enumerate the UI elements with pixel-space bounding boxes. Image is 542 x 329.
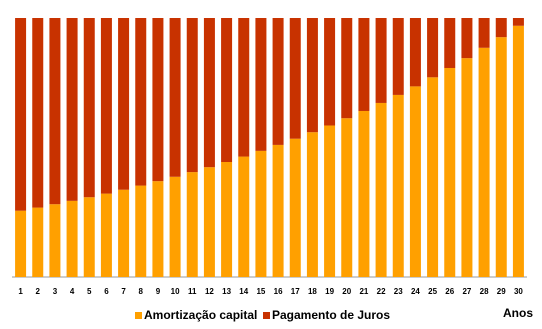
bar-segment [238,18,250,157]
bar-segment [15,210,27,277]
x-tick-label: 22 [377,287,386,296]
bar-segment [255,18,267,151]
x-axis-label: Anos [503,306,533,320]
x-tick-label: 4 [70,287,75,296]
bar-segment [135,185,147,277]
x-tick-label: 29 [497,287,506,296]
bar-segment [409,18,421,87]
bar-segment [272,144,284,277]
bar-segment [152,18,164,182]
x-tick-label: 14 [239,287,248,296]
bar-segment [427,18,439,78]
bar-segment [203,18,215,168]
bar-segment [375,102,387,278]
bar-segment [358,18,370,111]
bar-segment [118,189,130,277]
x-tick-label: 5 [87,287,92,296]
bar-segment [427,77,439,277]
bar-segment [203,167,215,277]
x-tick-label: 26 [445,287,454,296]
legend-swatch [263,312,270,319]
x-tick-label: 10 [171,287,180,296]
bar-segment [169,176,181,277]
bar-segment [32,207,44,277]
bar-segment [118,18,130,190]
bar-segment [221,18,233,163]
bar-segment [392,94,404,277]
bar-segment [512,18,524,26]
bar-segment [135,18,147,186]
bar-segment [186,18,198,173]
bar-segment [169,18,181,177]
bar-segment [83,197,95,277]
bar-segment [444,18,456,68]
x-tick-label: 9 [156,287,161,296]
bar-segment [272,18,284,145]
x-tick-label: 8 [139,287,144,296]
bar-segment [66,200,78,277]
x-tick-label: 25 [428,287,437,296]
bar-segment [495,18,507,38]
bar-segment [392,18,404,95]
bar-segment [238,156,250,277]
bar-segment [444,67,456,277]
bar-segment [186,172,198,277]
bar-segment [100,18,112,194]
bar-segment [306,18,318,133]
bar-segment [358,110,370,277]
x-tick-label: 7 [121,287,126,296]
bar-segment [461,18,473,59]
x-tick-label: 24 [411,287,420,296]
bar-segment [324,125,336,277]
bar-segment [306,132,318,277]
bar-segment [15,18,27,211]
x-tick-label: 20 [342,287,351,296]
bar-segment [341,118,353,277]
x-tick-label: 23 [394,287,403,296]
x-tick-label: 30 [514,287,523,296]
bar-segment [49,18,61,205]
x-tick-label: 11 [188,287,197,296]
bar-segment [341,18,353,119]
bar-segment [289,18,301,139]
x-tick-label: 27 [462,287,471,296]
x-tick-label: 17 [291,287,300,296]
x-tick-label: 6 [104,287,109,296]
x-tick-label: 1 [18,287,23,296]
x-tick-label: 2 [36,287,41,296]
bar-segment [255,150,267,277]
x-tick-label: 21 [359,287,368,296]
legend-label: Pagamento de Juros [272,308,390,322]
x-tick-label: 28 [480,287,489,296]
legend-label: Amortização capital [144,308,257,322]
bar-segment [375,18,387,103]
x-tick-label: 18 [308,287,317,296]
bar-segment [83,18,95,198]
bar-segment [221,162,233,277]
bar-segment [32,18,44,208]
bar-segment [409,86,421,277]
bar-segment [478,47,490,277]
bar-segment [512,25,524,277]
bar-segment [289,138,301,277]
x-tick-label: 15 [256,287,265,296]
x-tick-label: 13 [222,287,231,296]
bar-segment [461,58,473,277]
bar-segment [495,37,507,277]
bar-segment [152,181,164,277]
legend-swatch [135,312,142,319]
x-tick-label: 16 [274,287,283,296]
x-tick-label: 12 [205,287,214,296]
bar-segment [100,193,112,277]
x-tick-label: 3 [53,287,58,296]
x-tick-label: 19 [325,287,334,296]
bar-segment [49,204,61,277]
bar-segment [478,18,490,48]
bar-segment [66,18,78,201]
bar-segment [324,18,336,126]
